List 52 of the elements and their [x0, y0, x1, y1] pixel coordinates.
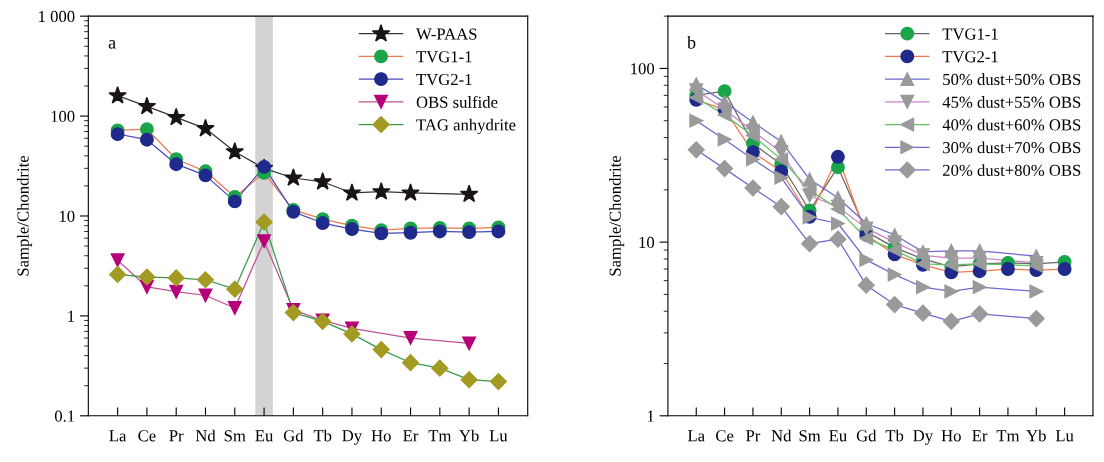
legend-label: 50% dust+50% OBS — [943, 73, 1081, 86]
x-tick-label: Ce — [138, 430, 156, 442]
y-tick-label: 1 — [647, 410, 654, 422]
y-tick-label: 0.1 — [54, 410, 75, 422]
legend-label: OBS sulfide — [416, 95, 498, 108]
x-tick-label: Pr — [746, 430, 761, 442]
x-tick-label: Sm — [224, 430, 246, 442]
x-tick-label: Tm — [996, 430, 1020, 442]
legend-label: TAG anhydrite — [416, 118, 516, 134]
legend-label: 40% dust+60% OBS — [942, 118, 1081, 131]
y-tick-label: 100 — [631, 63, 655, 75]
y-tick-label: 10 — [59, 210, 75, 222]
legend-label: TVG1-1 — [416, 51, 472, 63]
x-tick-label: Yb — [1026, 429, 1046, 442]
x-tick-label: Yb — [459, 429, 479, 442]
x-tick-label: Tb — [313, 429, 332, 442]
x-tick-label: Lu — [1055, 430, 1074, 442]
legend-label: 45% dust+55% OBS — [942, 96, 1081, 108]
legend-label: 20% dust+80% OBS — [942, 164, 1081, 177]
x-tick-label: Er — [403, 430, 419, 442]
x-tick-label: Nd — [771, 429, 792, 442]
x-tick-label: Eu — [829, 430, 847, 442]
legend-label: TVG2-1 — [416, 73, 472, 86]
x-tick-label: Dy — [342, 430, 363, 445]
x-tick-label: Dy — [913, 430, 934, 445]
text: a — [108, 40, 116, 49]
y-tick-label: 1 000 — [39, 10, 75, 23]
x-tick-label: La — [687, 430, 705, 442]
x-tick-label: Gd — [283, 429, 304, 442]
x-tick-label: Tb — [885, 429, 904, 442]
y-axis-title: Sample/Chondrite — [16, 155, 33, 276]
x-tick-label: Gd — [856, 429, 877, 442]
x-tick-label: Tm — [428, 430, 452, 442]
x-tick-label: Lu — [489, 430, 508, 442]
x-tick-label: Ho — [941, 430, 961, 442]
legend-label: 30% dust+70% OBS — [943, 141, 1081, 154]
y-tick-label: 1 — [68, 310, 75, 322]
y-axis-title: Sample/Chondrite — [609, 155, 625, 276]
legend-label: TVG1-1 — [942, 28, 998, 40]
y-tick-label: 100 — [51, 110, 75, 123]
y-tick-label: 10 — [639, 236, 655, 249]
x-tick-label: Sm — [799, 430, 821, 442]
x-tick-label: Eu — [255, 430, 274, 442]
x-tick-label: Ho — [371, 430, 391, 442]
x-tick-label: Pr — [169, 430, 184, 442]
x-tick-label: Er — [972, 430, 988, 442]
legend-label: W-PAAS — [416, 28, 477, 40]
x-tick-label: Nd — [195, 429, 216, 442]
x-tick-label: La — [109, 430, 127, 442]
text: b — [687, 35, 696, 49]
x-tick-label: Ce — [716, 430, 734, 442]
legend-label: TVG2-1 — [942, 51, 998, 63]
